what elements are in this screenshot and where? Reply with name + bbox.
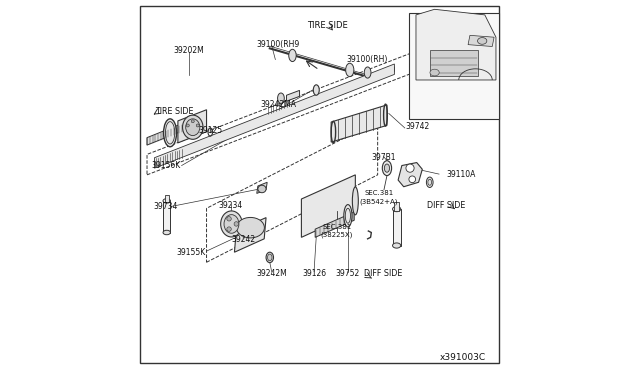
Text: 39126: 39126 — [302, 269, 326, 278]
Text: TIRE SIDE: TIRE SIDE — [156, 107, 194, 116]
Ellipse shape — [186, 119, 200, 136]
Polygon shape — [315, 212, 354, 237]
Text: 39734: 39734 — [154, 202, 178, 211]
Circle shape — [186, 124, 189, 127]
Text: 39155K: 39155K — [176, 248, 205, 257]
Text: SEC.381: SEC.381 — [322, 224, 351, 230]
Ellipse shape — [164, 119, 177, 147]
Ellipse shape — [344, 205, 352, 227]
Ellipse shape — [426, 177, 433, 187]
Ellipse shape — [163, 230, 170, 235]
Ellipse shape — [237, 217, 264, 238]
Polygon shape — [178, 110, 207, 143]
Text: 39100(RH): 39100(RH) — [346, 55, 387, 64]
Ellipse shape — [385, 164, 390, 172]
Text: (3B542+A): (3B542+A) — [360, 198, 398, 205]
Polygon shape — [398, 163, 422, 187]
Text: 39752: 39752 — [336, 269, 360, 278]
Ellipse shape — [278, 93, 284, 103]
Ellipse shape — [266, 252, 273, 263]
Polygon shape — [154, 64, 394, 168]
Polygon shape — [154, 67, 394, 165]
Circle shape — [227, 217, 231, 221]
Bar — [392, 209, 401, 246]
Bar — [163, 201, 170, 232]
Text: 397B1: 397B1 — [371, 153, 396, 162]
Polygon shape — [287, 90, 300, 101]
Bar — [394, 202, 399, 211]
Bar — [410, 13, 499, 119]
Text: DIFF SIDE: DIFF SIDE — [428, 201, 466, 210]
Polygon shape — [331, 105, 387, 142]
Text: 39100(RH9: 39100(RH9 — [257, 40, 300, 49]
Ellipse shape — [224, 215, 239, 233]
Ellipse shape — [346, 63, 354, 77]
Ellipse shape — [289, 49, 296, 61]
Ellipse shape — [258, 185, 266, 193]
Text: x391003C: x391003C — [440, 353, 486, 362]
Ellipse shape — [353, 187, 358, 215]
Polygon shape — [301, 175, 355, 237]
Polygon shape — [147, 124, 182, 145]
Text: SEC.381: SEC.381 — [364, 190, 394, 196]
Ellipse shape — [221, 211, 243, 237]
Circle shape — [227, 227, 231, 231]
Polygon shape — [234, 218, 266, 252]
Text: DIFF SIDE: DIFF SIDE — [364, 269, 402, 278]
Text: 39242: 39242 — [231, 235, 255, 244]
Ellipse shape — [392, 243, 401, 248]
Text: 39234: 39234 — [219, 201, 243, 210]
Polygon shape — [257, 182, 267, 193]
Ellipse shape — [314, 85, 319, 95]
Ellipse shape — [392, 206, 401, 212]
Text: TIRE SIDE: TIRE SIDE — [307, 21, 348, 30]
Circle shape — [191, 120, 195, 123]
Bar — [164, 195, 169, 202]
Text: 39156K: 39156K — [152, 161, 181, 170]
Text: 39125: 39125 — [198, 126, 222, 135]
Ellipse shape — [182, 115, 203, 140]
Ellipse shape — [430, 69, 439, 76]
Ellipse shape — [477, 38, 487, 44]
Text: 39110A: 39110A — [447, 170, 476, 179]
Text: (38225X): (38225X) — [321, 231, 353, 238]
Text: 39202M: 39202M — [173, 46, 204, 55]
Circle shape — [409, 176, 415, 183]
Circle shape — [234, 222, 239, 226]
Ellipse shape — [163, 199, 170, 203]
Text: 39242MA: 39242MA — [260, 100, 296, 109]
Ellipse shape — [268, 254, 272, 261]
Ellipse shape — [382, 161, 392, 176]
Circle shape — [196, 124, 199, 127]
Polygon shape — [416, 9, 496, 80]
Circle shape — [406, 164, 414, 172]
Text: 39742: 39742 — [406, 122, 430, 131]
Text: 39242M: 39242M — [256, 269, 287, 278]
Bar — [430, 50, 479, 76]
Polygon shape — [468, 35, 494, 46]
Ellipse shape — [364, 67, 371, 78]
